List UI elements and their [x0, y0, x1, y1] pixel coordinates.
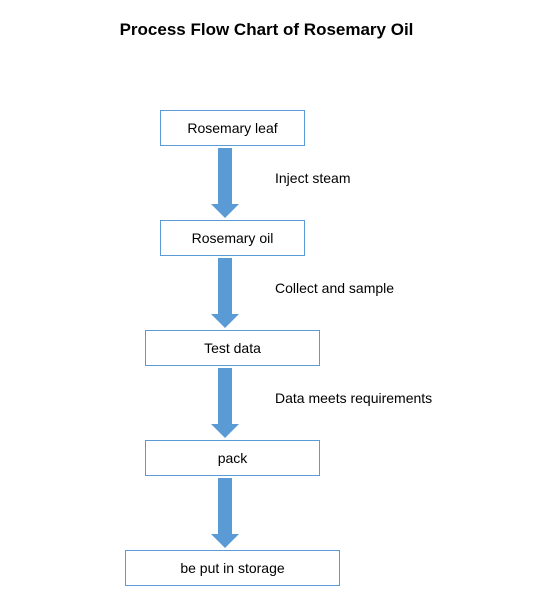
flow-node-label: Rosemary oil — [192, 230, 274, 246]
flow-arrow — [211, 148, 239, 218]
page-title: Process Flow Chart of Rosemary Oil — [0, 20, 533, 40]
flow-node-label: Rosemary leaf — [187, 120, 277, 136]
arrow-head-icon — [211, 534, 239, 548]
flow-node-label: be put in storage — [180, 560, 284, 576]
flow-arrow — [211, 368, 239, 438]
arrow-head-icon — [211, 314, 239, 328]
flowchart-page: Process Flow Chart of Rosemary Oil Rosem… — [0, 0, 533, 614]
flow-edge-label: Inject steam — [275, 170, 350, 186]
arrow-shaft — [218, 478, 232, 534]
flow-edge-label: Collect and sample — [275, 280, 394, 296]
flow-edge-label: Data meets requirements — [275, 390, 432, 406]
flow-node-label: Test data — [204, 340, 261, 356]
flow-node: be put in storage — [125, 550, 340, 586]
arrow-shaft — [218, 368, 232, 424]
arrow-head-icon — [211, 204, 239, 218]
flow-arrow — [211, 258, 239, 328]
arrow-head-icon — [211, 424, 239, 438]
flow-node: pack — [145, 440, 320, 476]
flow-arrow — [211, 478, 239, 548]
flow-node: Rosemary leaf — [160, 110, 305, 146]
flow-node: Test data — [145, 330, 320, 366]
arrow-shaft — [218, 148, 232, 204]
flow-node-label: pack — [218, 450, 248, 466]
arrow-shaft — [218, 258, 232, 314]
flow-node: Rosemary oil — [160, 220, 305, 256]
